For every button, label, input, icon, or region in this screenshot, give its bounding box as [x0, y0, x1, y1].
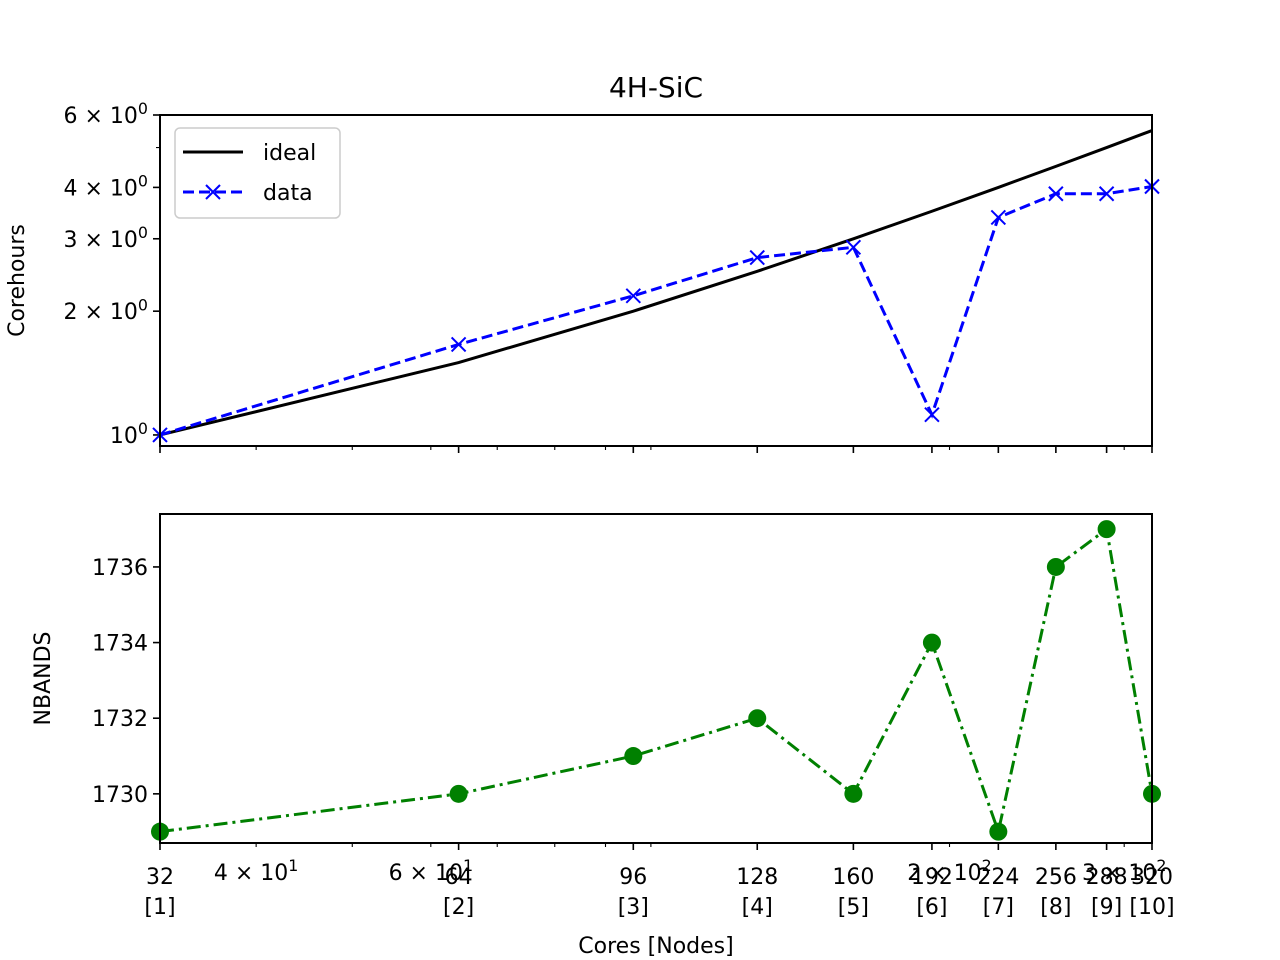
- legend: ideal data: [174, 127, 341, 219]
- y-axis-label-corehours: Corehours: [5, 224, 30, 337]
- x-marker-stroke: [1048, 186, 1064, 202]
- x-marker-stroke: [749, 249, 765, 266]
- data-point-data: [1048, 186, 1064, 202]
- x-log-tick-label: 3 × 102: [1082, 856, 1167, 886]
- x-tick-label-cores: 224: [977, 865, 1019, 890]
- y-tick-label-exp: 0: [138, 419, 148, 438]
- x-log-tick-label-exp: 1: [288, 856, 298, 875]
- data-point-nbands: [748, 709, 767, 728]
- x-tick-label-cores: 64: [445, 865, 473, 890]
- legend-label-data: data: [263, 181, 313, 206]
- y-tick-label: 2 × 100: [64, 295, 149, 325]
- x-marker-stroke: [450, 336, 467, 353]
- y-tick-label-base: 4 × 10: [64, 176, 138, 201]
- x-log-tick-label-base: 3 × 10: [1082, 861, 1156, 886]
- y-tick-label: 4 × 100: [64, 172, 149, 202]
- x-log-tick-label-exp: 2: [1156, 856, 1166, 875]
- x-tick-label-cores: 32: [146, 865, 174, 890]
- y-tick-label: 3 × 100: [64, 223, 149, 253]
- y-tick-label: 1736: [92, 556, 148, 581]
- x-tick-label-cores: 320: [1131, 865, 1173, 890]
- x-axis-label: Cores [Nodes]: [578, 934, 733, 959]
- x-log-tick-label-exp: 2: [982, 856, 992, 875]
- data-point-nbands: [449, 784, 468, 803]
- y-tick-label-exp: 0: [138, 172, 148, 191]
- nbands-panel: NBANDS Cores [Nodes] 1730 1732 1734 1736 32 [1]…: [31, 513, 1175, 959]
- data-point-data: [625, 288, 642, 304]
- x-marker-stroke: [845, 239, 862, 256]
- y-tick-label-exp: 0: [138, 99, 148, 118]
- x-tick-label-nodes: [3]: [618, 895, 649, 920]
- x-log-tick-label: 6 × 101: [389, 856, 474, 886]
- x-tick-label-nodes: [4]: [742, 895, 773, 920]
- data-point-nbands: [624, 747, 643, 766]
- plot-area-top: [159, 114, 1153, 447]
- x-marker-stroke: [625, 288, 642, 304]
- data-point-nbands: [844, 784, 863, 803]
- x-marker-stroke: [924, 407, 940, 423]
- y-tick-label: 1730: [92, 783, 148, 808]
- data-point-data: [924, 407, 940, 423]
- y-tick-label-exp: 0: [138, 295, 148, 314]
- chart-title: 4H-SiC: [609, 71, 703, 104]
- data-point-data: [990, 209, 1007, 226]
- x-log-tick-label-base: 4 × 10: [214, 861, 288, 886]
- series-line-ideal: [159, 129, 1153, 437]
- series-line-data: [159, 185, 1153, 437]
- data-point-nbands: [1046, 557, 1065, 576]
- y-axis-label-nbands: NBANDS: [31, 632, 56, 726]
- legend-marker: [205, 184, 221, 200]
- x-tick-label-nodes: [5]: [838, 895, 869, 920]
- data-point-data: [450, 336, 467, 353]
- x-log-tick-label-base: 2 × 10: [907, 861, 981, 886]
- y-tick-label: 100: [110, 419, 148, 449]
- y-tick-label-base: 2 × 10: [64, 300, 138, 325]
- x-tick-label-nodes: [10]: [1129, 895, 1174, 920]
- x-tick-label-cores: 192: [911, 865, 953, 890]
- x-tick-label-cores: 256: [1035, 865, 1077, 890]
- x-tick-label-cores: 128: [736, 865, 778, 890]
- x-tick-label-nodes: [6]: [916, 895, 947, 920]
- x-tick-label-cores: 288: [1086, 865, 1128, 890]
- legend-label-ideal: ideal: [263, 141, 316, 166]
- y-tick-label: 6 × 100: [64, 99, 149, 129]
- x-marker-stroke: [1098, 186, 1115, 202]
- y-tick-label: 1734: [92, 632, 148, 657]
- data-point-data: [1098, 186, 1115, 202]
- x-tick-label-nodes: [1]: [144, 895, 175, 920]
- y-tick-label-exp: 0: [138, 223, 148, 242]
- series-line-nbands: [159, 526, 1154, 838]
- data-point-nbands: [922, 633, 941, 652]
- y-tick-label-base: 6 × 10: [64, 104, 138, 129]
- data-point-nbands: [989, 822, 1008, 841]
- y-tick-label-base: 3 × 10: [64, 228, 138, 253]
- y-tick-label-base: 10: [110, 424, 138, 449]
- x-tick-label-nodes: [9]: [1091, 895, 1122, 920]
- plot-area-bottom: [159, 513, 1153, 844]
- data-point-nbands: [1097, 520, 1116, 539]
- x-tick-label-nodes: [2]: [443, 895, 474, 920]
- x-tick-label-cores: 96: [619, 865, 647, 890]
- x-marker-stroke: [990, 209, 1007, 226]
- x-log-tick-label: 4 × 101: [214, 856, 299, 886]
- data-point-data: [845, 239, 862, 256]
- x-log-tick-label: 2 × 102: [907, 856, 992, 886]
- x-tick-label-cores: 160: [832, 865, 874, 890]
- x-tick-label-nodes: [7]: [983, 895, 1014, 920]
- x-tick-label-nodes: [8]: [1040, 895, 1071, 920]
- data-point-data: [749, 249, 765, 266]
- x-log-tick-label-exp: 1: [463, 856, 473, 875]
- x-log-tick-label-base: 6 × 10: [389, 861, 463, 886]
- y-tick-label: 1732: [92, 707, 148, 732]
